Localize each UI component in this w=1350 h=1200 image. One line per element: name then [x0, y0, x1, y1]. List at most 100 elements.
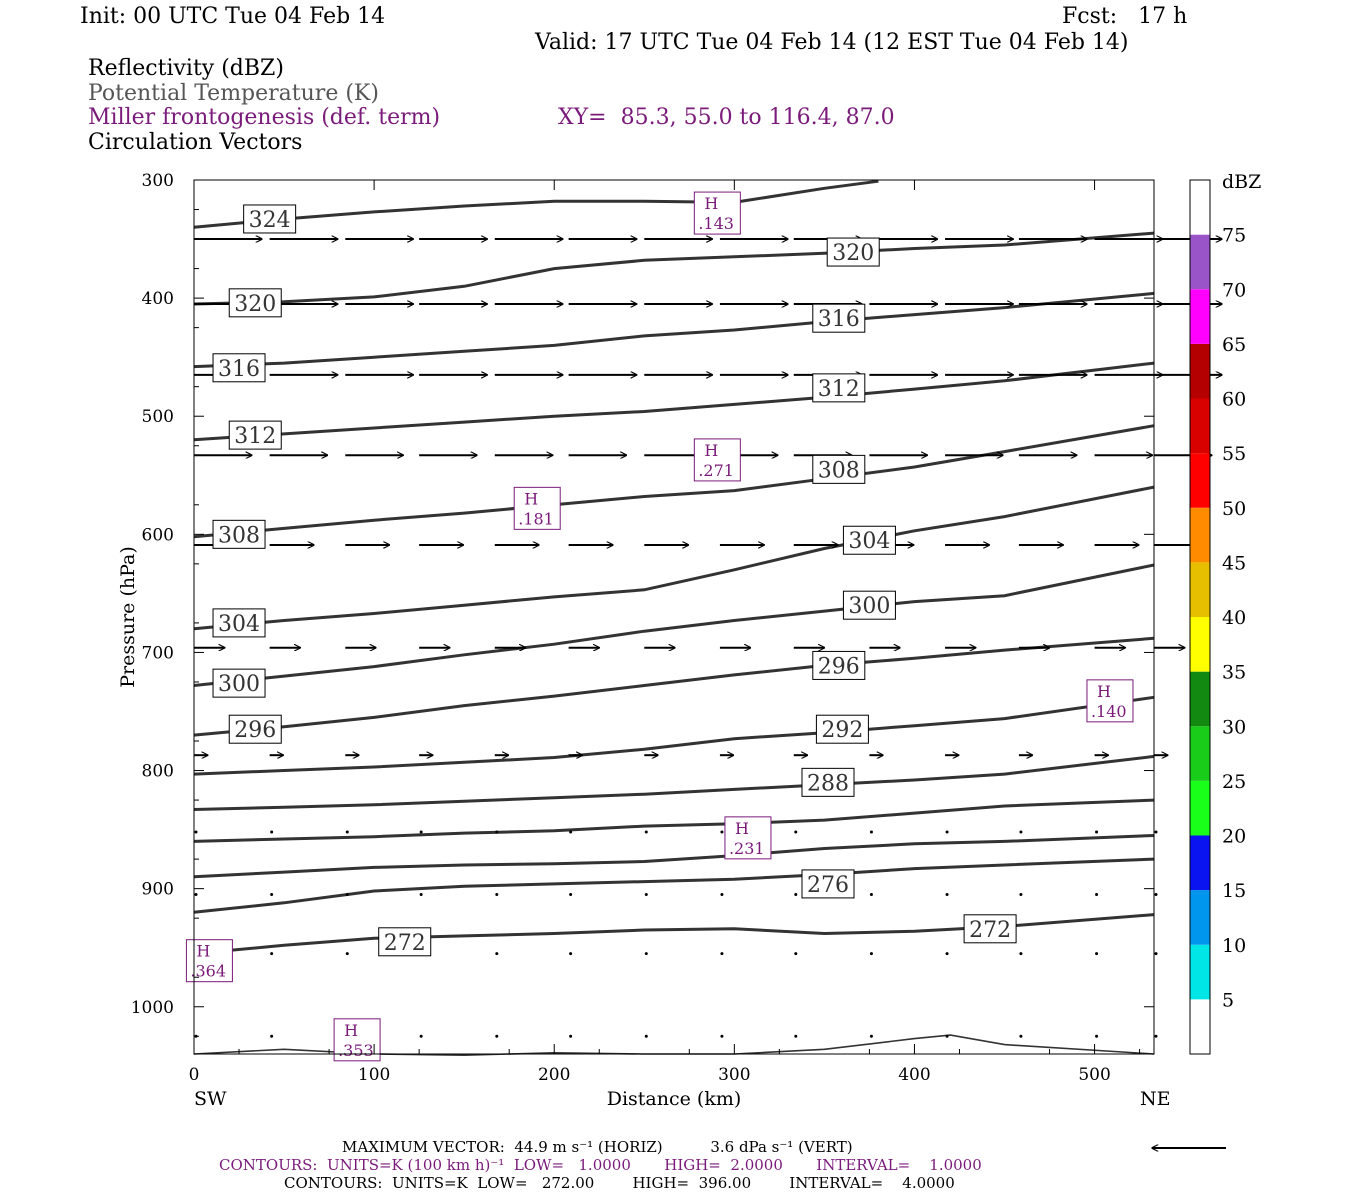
circulation-vector — [1095, 952, 1099, 956]
svg-text:H: H — [735, 819, 749, 838]
svg-text:H: H — [704, 441, 718, 460]
y-tick-label: 300 — [142, 171, 174, 191]
x-tick-label: 500 — [1078, 1065, 1110, 1085]
circulation-vector — [569, 830, 573, 834]
legend-reflectivity: Reflectivity (dBZ) — [88, 56, 284, 81]
circulation-vector — [794, 830, 798, 834]
circulation-vector — [345, 952, 349, 956]
svg-text:.143: .143 — [698, 214, 734, 233]
circulation-vector — [1019, 1034, 1023, 1038]
theta-contour — [193, 291, 1155, 369]
colorbar-tick-label: 30 — [1222, 716, 1246, 738]
svg-text:.271: .271 — [698, 461, 734, 480]
colorbar-segment — [1190, 398, 1210, 454]
theta-label: 308 — [212, 519, 266, 549]
circulation-vector — [1019, 952, 1023, 956]
frontogenesis-max-label: H.364 — [185, 939, 233, 983]
colorbar-tick-label: 10 — [1222, 935, 1246, 957]
circulation-vector — [1154, 1034, 1158, 1038]
frontogenesis-max-label: H.143 — [693, 191, 741, 235]
theta-label: 272 — [378, 927, 432, 957]
colorbar-tick-label: 40 — [1222, 607, 1246, 629]
colorbar-segment — [1190, 780, 1210, 836]
svg-text:H: H — [1097, 682, 1111, 701]
theta-contour — [193, 636, 1155, 737]
svg-text:300: 300 — [218, 672, 260, 697]
colorbar-segment — [1190, 234, 1210, 290]
svg-text:320: 320 — [234, 292, 276, 317]
colorbar-tick-label: 15 — [1222, 880, 1246, 902]
circulation-vector — [869, 893, 873, 897]
svg-text:312: 312 — [818, 377, 860, 402]
colorbar-segment — [1190, 507, 1210, 563]
footer-max-vector: MAXIMUM VECTOR: 44.9 m s⁻¹ (HORIZ) 3.6 d… — [342, 1138, 853, 1156]
svg-text:308: 308 — [818, 458, 860, 483]
svg-text:304: 304 — [848, 529, 890, 554]
svg-text:292: 292 — [821, 718, 863, 743]
circulation-vector — [644, 830, 648, 834]
colorbar-tick-label: 50 — [1222, 498, 1246, 520]
theta-label: 312 — [228, 420, 282, 450]
svg-text:316: 316 — [218, 357, 260, 382]
frontogenesis-max-label: H.353 — [333, 1018, 381, 1062]
circulation-vector — [419, 893, 423, 897]
colorbar-frame — [1189, 179, 1211, 1055]
theta-label: 300 — [212, 668, 266, 698]
colorbar-segment — [1190, 562, 1210, 617]
circulation-vector — [270, 830, 274, 834]
cross-section-endpoints: XY= 85.3, 55.0 to 116.4, 87.0 — [558, 105, 895, 130]
circulation-vector — [1095, 893, 1099, 897]
x-tick-label: 300 — [718, 1065, 750, 1085]
circulation-vector — [419, 1034, 423, 1038]
circulation-vector — [1154, 893, 1158, 897]
circulation-vector — [945, 830, 949, 834]
theta-contour — [193, 695, 1155, 776]
colorbar-segment — [1190, 999, 1210, 1054]
svg-text:304: 304 — [218, 612, 260, 637]
y-tick-label: 800 — [142, 762, 174, 782]
circulation-vector — [720, 830, 724, 834]
svg-text:272: 272 — [384, 931, 426, 956]
legend-frontogenesis: Miller frontogenesis (def. term) — [88, 105, 441, 130]
x-end-ne: NE — [1140, 1088, 1171, 1110]
colorbar-segment — [1190, 180, 1210, 235]
circulation-vector — [869, 830, 873, 834]
colorbar-segment — [1190, 890, 1210, 945]
y-tick-label: 900 — [142, 880, 174, 900]
theta-contour — [193, 231, 1155, 306]
theta-label: 324 — [243, 204, 297, 234]
circulation-vector — [345, 893, 349, 897]
frontogenesis-max-label: H.271 — [693, 438, 741, 482]
svg-text:272: 272 — [969, 918, 1011, 943]
circulation-vector — [720, 893, 724, 897]
colorbar-tick-label: 35 — [1222, 662, 1246, 684]
circulation-vector — [495, 1034, 499, 1038]
x-tick-label: 400 — [898, 1065, 930, 1085]
circulation-vector — [945, 893, 949, 897]
circulation-vector — [569, 893, 573, 897]
svg-text:288: 288 — [807, 771, 849, 796]
circulation-vector — [1095, 830, 1099, 834]
circulation-vector — [644, 1034, 648, 1038]
circulation-vector — [794, 952, 798, 956]
theta-contour — [193, 485, 1155, 631]
init-time: Init: 00 UTC Tue 04 Feb 14 — [80, 4, 386, 29]
svg-text:296: 296 — [818, 654, 860, 679]
colorbar-tick-label: 55 — [1222, 443, 1246, 465]
legend-circulation: Circulation Vectors — [88, 130, 303, 155]
theta-contour — [193, 754, 1155, 811]
theta-label: 272 — [963, 914, 1017, 944]
circulation-vector — [569, 952, 573, 956]
circulation-vector — [1095, 1034, 1099, 1038]
svg-text:.181: .181 — [518, 509, 554, 528]
colorbar-tick-label: 45 — [1222, 552, 1246, 574]
circulation-vector — [495, 893, 499, 897]
colorbar-tick-label: 20 — [1222, 826, 1246, 848]
circulation-vector — [869, 1034, 873, 1038]
theta-label: 288 — [801, 767, 855, 797]
footer-contours-fgen: CONTOURS: UNITS=K (100 km h)⁻¹ LOW= 1.00… — [219, 1156, 982, 1174]
plot-frame — [193, 179, 1155, 1055]
theta-label: 320 — [826, 237, 880, 267]
y-tick-label: 1000 — [131, 998, 174, 1018]
svg-text:296: 296 — [234, 718, 276, 743]
